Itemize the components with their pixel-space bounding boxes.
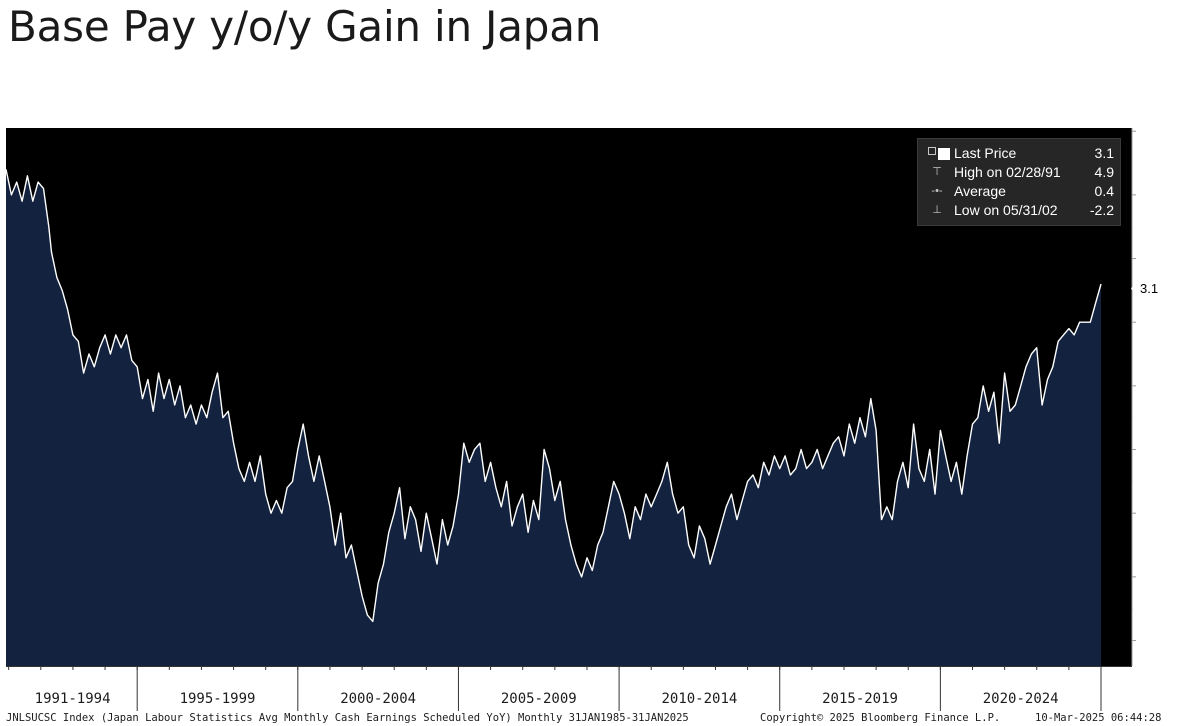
legend-row-last-price: Last Price 3.1: [928, 144, 1114, 163]
chart-footer: JNLSUCSC Index (Japan Labour Statistics …: [0, 711, 1178, 726]
series-line: [5, 169, 1102, 623]
legend-value: -2.2: [1089, 202, 1114, 218]
footer-timestamp: 10-Mar-2025 06:44:28: [1035, 712, 1162, 724]
y-tick-marker: [1132, 605, 1139, 612]
x-tick-label: 2015-2019: [822, 691, 898, 707]
y-tick-label: 0.0: [1141, 474, 1159, 489]
x-tick-label: 1995-1999: [180, 691, 256, 707]
y-tick-marker: [1132, 351, 1139, 358]
legend-row-average: -•- Average 0.4: [928, 182, 1114, 201]
y-tick-marker: [1132, 478, 1139, 485]
y-tick-label: 1.0: [1141, 410, 1159, 425]
average-marker-icon: -•-: [931, 185, 943, 197]
legend-value: 0.4: [1094, 183, 1114, 199]
legend-label: Average: [954, 183, 1006, 199]
y-tick-label: -1.0: [1141, 538, 1163, 553]
footer-copyright: Copyright© 2025 Bloomberg Finance L.P.: [760, 712, 1001, 724]
y-tick-marker: [1132, 160, 1139, 167]
legend-value: 3.1: [1094, 145, 1114, 161]
x-tick-label: 2020-2024: [983, 691, 1059, 707]
y-tick-label: -2.0: [1141, 601, 1163, 616]
x-tick-label: 2005-2009: [501, 691, 577, 707]
legend-label: Last Price: [954, 145, 1017, 161]
y-tick-label: 4.0: [1141, 219, 1159, 234]
legend-label: High on 02/28/91: [954, 164, 1061, 180]
legend-label: Low on 05/31/02: [954, 202, 1058, 218]
last-value-tag: 3.1: [1131, 279, 1169, 298]
footer-description: JNLSUCSC Index (Japan Labour Statistics …: [6, 712, 689, 724]
y-axis: -2.0 -1.0 0.0 1.0 2.0 4.0 5.0: [1131, 128, 1163, 666]
x-tick-label: 1991-1994: [35, 691, 111, 707]
y-tick-marker: [1132, 542, 1139, 549]
square-swatch-icon: [928, 144, 950, 163]
page-title: Base Pay y/o/y Gain in Japan: [8, 2, 602, 51]
y-tick-label: 2.0: [1141, 347, 1159, 362]
series-area: [6, 169, 1101, 666]
low-marker-icon: ⊥: [932, 204, 942, 216]
y-tick-label: 5.0: [1141, 156, 1159, 171]
x-axis: 1991-1994 1995-1999 2000-2004 2005-2009 2010…: [6, 666, 1132, 711]
y-tick-marker: [1132, 223, 1139, 230]
legend: Last Price 3.1 ⊤ High on 02/28/91 4.9 -•…: [917, 138, 1121, 226]
legend-row-high: ⊤ High on 02/28/91 4.9: [928, 163, 1114, 182]
y-tick-marker: [1132, 414, 1139, 421]
x-tick-label: 2000-2004: [340, 691, 416, 707]
legend-row-low: ⊥ Low on 05/31/02 -2.2: [928, 201, 1114, 220]
legend-value: 4.9: [1094, 164, 1114, 180]
high-marker-icon: ⊤: [932, 166, 942, 178]
x-tick-label: 2010-2014: [661, 691, 737, 707]
